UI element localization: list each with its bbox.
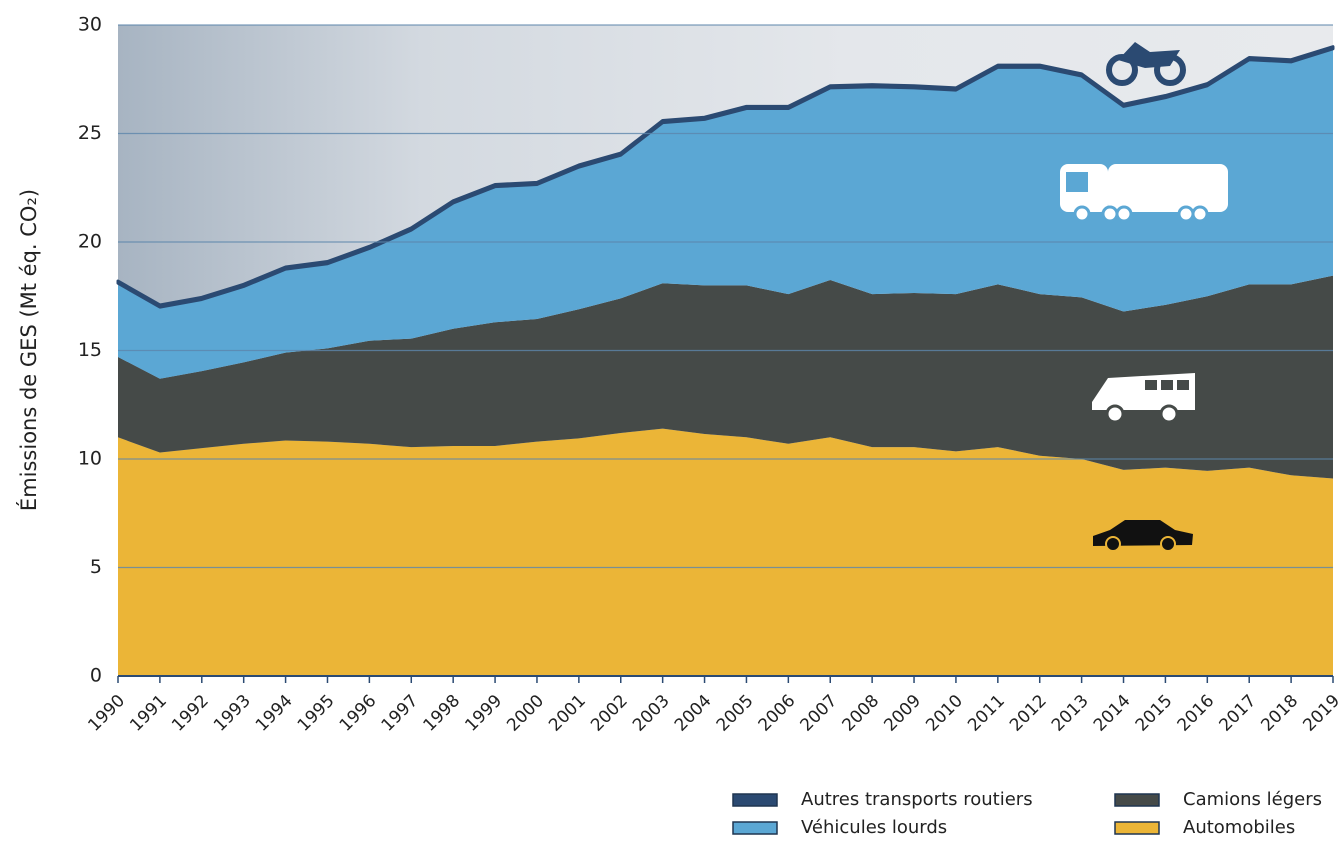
x-tick-label: 2009 — [880, 691, 925, 736]
icons — [1060, 42, 1228, 552]
x-tick-label: 2017 — [1216, 691, 1261, 736]
x-tick-label: 2006 — [755, 691, 800, 736]
legend-label: Camions légers — [1183, 789, 1322, 810]
motorcycle-icon — [1106, 42, 1186, 86]
legend-swatch — [732, 821, 778, 835]
x-tick-label: 2019 — [1299, 691, 1338, 736]
y-tick-label: 0 — [90, 665, 102, 687]
x-tick-label: 1992 — [168, 691, 213, 736]
x-tick-label: 2016 — [1174, 691, 1219, 736]
x-tick-label: 1990 — [84, 691, 129, 736]
legend-label: Automobiles — [1183, 817, 1295, 838]
x-tick-label: 1991 — [126, 691, 171, 736]
x-tick-label: 2008 — [838, 691, 883, 736]
x-tick-label: 2004 — [671, 691, 716, 736]
legend-swatch — [1114, 793, 1160, 807]
x-tick-label: 2014 — [1090, 691, 1135, 736]
x-tick-label: 2000 — [503, 691, 548, 736]
x-tick-label: 2005 — [713, 691, 758, 736]
y-tick-label: 15 — [78, 339, 102, 361]
x-tick-label: 1995 — [294, 691, 339, 736]
x-tick-label: 2001 — [545, 691, 590, 736]
x-tick-label: 1996 — [336, 691, 381, 736]
x-tick-label: 1999 — [461, 691, 506, 736]
legend-label: Véhicules lourds — [801, 817, 947, 838]
x-tick-label: 2013 — [1048, 691, 1093, 736]
areas — [116, 45, 1335, 676]
x-tick-label: 2012 — [1006, 691, 1051, 736]
truck-icon — [1060, 164, 1228, 223]
x-tick-label: 2003 — [629, 691, 674, 736]
x-tick-label: 2011 — [964, 691, 1009, 736]
legend: Autres transports routiers Véhicules lour… — [732, 789, 1322, 838]
x-tick-label: 1993 — [210, 691, 255, 736]
area — [118, 428, 1333, 676]
x-tick-label: 1997 — [378, 691, 423, 736]
area — [116, 45, 1335, 309]
van-icon — [1092, 373, 1195, 424]
x-tick-label: 2010 — [922, 691, 967, 736]
y-tick-label: 30 — [78, 14, 102, 36]
x-tick-label: 2018 — [1257, 691, 1302, 736]
y-tick-label: 10 — [78, 448, 102, 470]
y-tick-label: 25 — [78, 122, 102, 144]
x-tick-label: 2007 — [797, 691, 842, 736]
legend-swatch — [732, 793, 778, 807]
legend-label: Autres transports routiers — [801, 789, 1033, 810]
car-icon — [1093, 520, 1193, 552]
y-axis-label: Émissions de GES (Mt éq. CO₂) — [16, 189, 41, 511]
x-tick-label: 2002 — [587, 691, 632, 736]
x-tick-label: 2015 — [1132, 691, 1177, 736]
legend-swatch — [1114, 821, 1160, 835]
area — [118, 48, 1333, 379]
x-tick-label: 1998 — [420, 691, 465, 736]
y-tick-label: 5 — [90, 556, 102, 578]
area — [118, 275, 1333, 479]
x-tick-label: 1994 — [252, 691, 297, 736]
y-tick-label: 20 — [78, 231, 102, 253]
